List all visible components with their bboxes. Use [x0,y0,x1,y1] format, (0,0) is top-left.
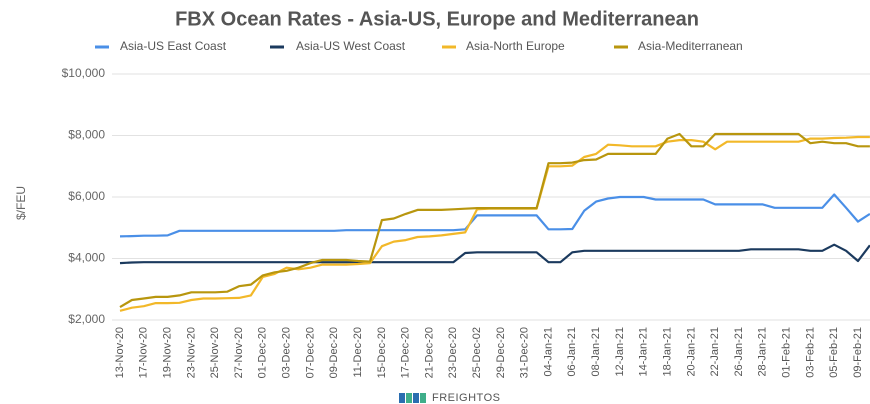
x-tick-label: 27-Nov-20 [233,327,245,378]
x-tick-label: 12-Jan-21 [614,327,626,377]
x-tick-label: 11-Dec-20 [352,327,364,378]
x-tick-label: 05-Feb-21 [828,327,840,378]
logo-icon [420,393,426,403]
x-tick-label: 26-Jan-21 [733,327,745,377]
x-tick-label: 08-Jan-21 [590,327,602,377]
x-tick-label: 13-Nov-20 [114,327,126,378]
x-tick-label: 01-Dec-20 [257,327,269,378]
legend-label: Asia-Mediterranean [638,39,743,53]
x-tick-label: 17-Nov-20 [138,327,150,378]
x-tick-label: 25-Nov-20 [209,327,221,378]
x-tick-label: 31-Dec-20 [519,327,531,378]
y-tick-label: $8,000 [68,128,105,142]
x-tick-label: 25-Dec-02 [471,327,483,378]
x-tick-label: 23-Dec-20 [447,327,459,378]
x-tick-label: 04-Jan-21 [542,327,554,377]
x-tick-label: 09-Dec-20 [328,327,340,378]
legend-label: Asia-US West Coast [296,39,406,53]
x-tick-label: 18-Jan-21 [661,327,673,377]
logo-icon [399,393,405,403]
logo: FREIGHTOS [399,392,500,404]
series-line [119,135,870,312]
series-line [119,132,870,309]
legend-label: Asia-US East Coast [120,39,227,53]
x-tick-label: 09-Feb-21 [852,327,864,378]
x-tick-label: 06-Jan-21 [566,327,578,377]
x-tick-label: 23-Nov-20 [185,327,197,378]
x-tick-label: 07-Dec-20 [304,327,316,378]
x-tick-label: 17-Dec-20 [400,327,412,378]
x-tick-label: 03-Feb-21 [804,327,816,378]
y-tick-label: $2,000 [68,312,105,326]
y-tick-label: $4,000 [68,251,105,265]
y-tick-label: $10,000 [62,66,106,80]
x-tick-label: 15-Dec-20 [376,327,388,378]
x-tick-label: 22-Jan-21 [709,327,721,377]
x-tick-label: 28-Jan-21 [757,327,769,377]
x-tick-label: 21-Dec-20 [423,327,435,378]
x-tick-label: 14-Jan-21 [638,327,650,377]
chart-title: FBX Ocean Rates - Asia-US, Europe and Me… [175,8,699,30]
x-tick-label: 29-Dec-20 [495,327,507,378]
x-tick-label: 03-Dec-20 [281,327,293,378]
x-tick-label: 19-Nov-20 [162,327,174,378]
series-line [119,243,870,265]
x-tick-label: 01-Feb-21 [780,327,792,378]
series-line [119,193,870,238]
logo-icon [406,393,412,403]
y-axis-label: $/FEU [14,186,28,220]
y-tick-label: $6,000 [68,189,105,203]
logo-text: FREIGHTOS [432,392,500,404]
x-tick-label: 20-Jan-21 [685,327,697,377]
legend-label: Asia-North Europe [466,39,565,53]
logo-icon [413,393,419,403]
